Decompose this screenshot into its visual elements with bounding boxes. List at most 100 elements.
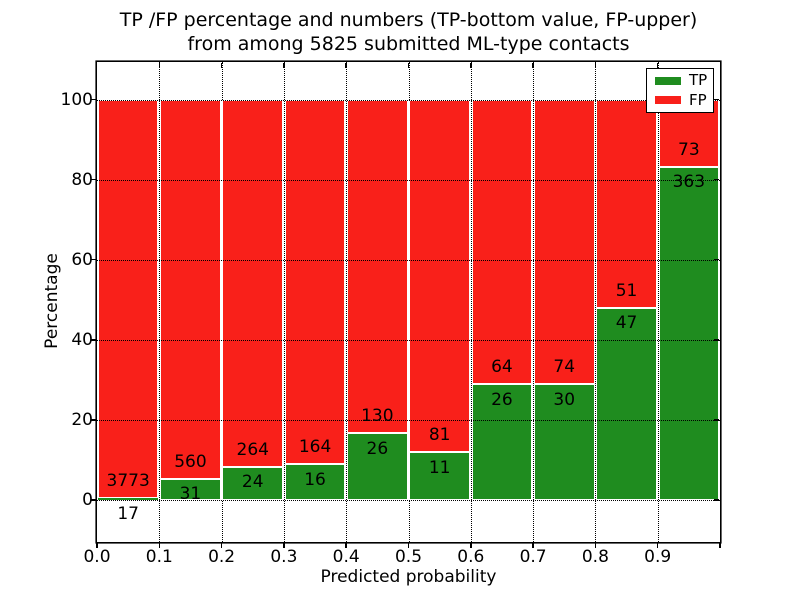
gridline-vertical (533, 62, 535, 542)
x-tick-mark-top (532, 62, 534, 68)
x-tick-mark-top (470, 62, 472, 68)
tp-color-swatch (655, 76, 681, 85)
x-tick-mark-top (283, 62, 285, 68)
bar-count-label-tp: 24 (241, 472, 264, 493)
x-tick-mark (532, 543, 534, 548)
y-tick-label: 0 (82, 490, 93, 510)
bar-segment-fp (160, 99, 221, 479)
x-tick-label: 0.8 (581, 547, 609, 567)
x-tick-label: 0.2 (208, 547, 236, 567)
bar-segment-tp (97, 498, 159, 500)
bar-segment-fp (409, 99, 470, 453)
bar-segment-fp (347, 99, 408, 434)
x-tick-mark-top (656, 62, 659, 68)
gridline-vertical (408, 62, 410, 542)
y-tick-mark-right (713, 339, 719, 341)
bar-count-label-fp: 130 (361, 406, 394, 427)
x-tick-mark (220, 543, 223, 548)
bar-count-label-tp: 26 (366, 438, 389, 459)
bar-count-label-fp: 73 (678, 139, 700, 160)
bar-segment-fp (222, 99, 284, 467)
gridline-vertical (283, 62, 285, 542)
y-tick-mark-right (713, 258, 719, 261)
x-tick-mark (470, 543, 472, 548)
chart-title-line1: TP /FP percentage and numbers (TP-bottom… (119, 9, 698, 31)
gridline-vertical (346, 62, 348, 542)
bar-count-label-tp: 26 (491, 389, 513, 410)
x-tick-label: 0.5 (394, 547, 423, 567)
gridline-vertical (159, 62, 161, 542)
gridline-horizontal (97, 179, 720, 181)
bar-segment-tp (533, 384, 595, 500)
bar-count-label-fp: 164 (298, 437, 332, 458)
bar-count-label-tp: 16 (304, 469, 326, 490)
bar-segment-fp (533, 99, 595, 385)
bar-segment-tp (160, 478, 221, 500)
y-tick-mark (91, 178, 96, 181)
x-tick-label: 0.9 (644, 547, 672, 567)
x-tick-mark (283, 543, 285, 548)
gridline-horizontal (97, 99, 720, 101)
bar-segment-tp (284, 464, 346, 500)
bar-segment-tp (471, 384, 533, 500)
bar-segment-fp (471, 99, 533, 385)
legend-label-tp: TP (689, 71, 708, 90)
x-tick-label: 0.3 (270, 547, 298, 567)
gridline-horizontal (97, 339, 720, 341)
x-tick-mark (158, 543, 161, 548)
bar-segment-tp (347, 433, 408, 500)
x-tick-label: 0.0 (83, 547, 111, 567)
chart-title-line2: from among 5825 submitted ML-type contac… (187, 33, 630, 55)
bar-count-label-tp: 47 (615, 313, 638, 334)
bar-count-label-tp: 30 (553, 389, 576, 410)
bar-segment-fp (97, 99, 159, 499)
bar-count-label-fp: 74 (553, 357, 576, 378)
y-tick-label: 100 (60, 89, 93, 110)
y-tick-mark-right (713, 98, 719, 101)
plot-area: 3773 17 560 31 264 24 164 16 130 26 81 11 64 26 74 30 51… (97, 62, 720, 542)
y-tick-label: 60 (71, 249, 93, 270)
x-tick-label: 0.6 (457, 547, 485, 567)
x-tick-label: 0.1 (145, 547, 173, 567)
bar-segment-tp (658, 166, 720, 500)
gridline-horizontal (97, 419, 720, 421)
y-tick-mark (91, 339, 96, 341)
x-tick-mark-top (158, 62, 161, 68)
bar-count-label-fp: 560 (174, 451, 207, 472)
bar-count-label-tp: 17 (117, 503, 139, 524)
bar-count-label-fp: 64 (491, 357, 513, 378)
gridline-horizontal (97, 500, 720, 501)
x-tick-mark (96, 543, 98, 548)
x-tick-mark (719, 543, 721, 548)
x-tick-mark (594, 543, 597, 548)
x-tick-mark-top (407, 62, 410, 68)
bar-count-label-tp: 31 (179, 484, 202, 505)
x-tick-mark-top (345, 62, 347, 68)
y-tick-label: 40 (71, 329, 93, 350)
legend-item-tp: TP (655, 73, 713, 88)
y-tick-mark-right (713, 499, 719, 501)
x-tick-mark (407, 543, 410, 548)
y-tick-mark (91, 98, 96, 101)
x-tick-mark-top (220, 62, 223, 68)
y-tick-mark (91, 258, 96, 261)
y-tick-label: 80 (71, 169, 93, 190)
x-tick-mark (345, 543, 347, 548)
bar-count-label-tp: 363 (672, 172, 706, 193)
x-tick-label: 0.7 (519, 547, 547, 567)
y-tick-mark-right (713, 419, 719, 421)
legend-label-fp: FP (689, 90, 707, 109)
gridline-vertical (470, 62, 472, 542)
gridline-vertical (595, 62, 597, 542)
bar-segment-tp (409, 452, 470, 500)
bar-segment-fp (596, 99, 657, 308)
y-tick-mark (91, 419, 96, 421)
bar-segment-fp (284, 99, 346, 465)
legend: TP FP (646, 68, 714, 113)
legend-item-fp: FP (655, 90, 713, 109)
gridline-vertical (657, 62, 659, 542)
x-tick-mark (656, 543, 659, 548)
y-tick-mark (91, 499, 96, 501)
gridline-horizontal (97, 259, 720, 261)
